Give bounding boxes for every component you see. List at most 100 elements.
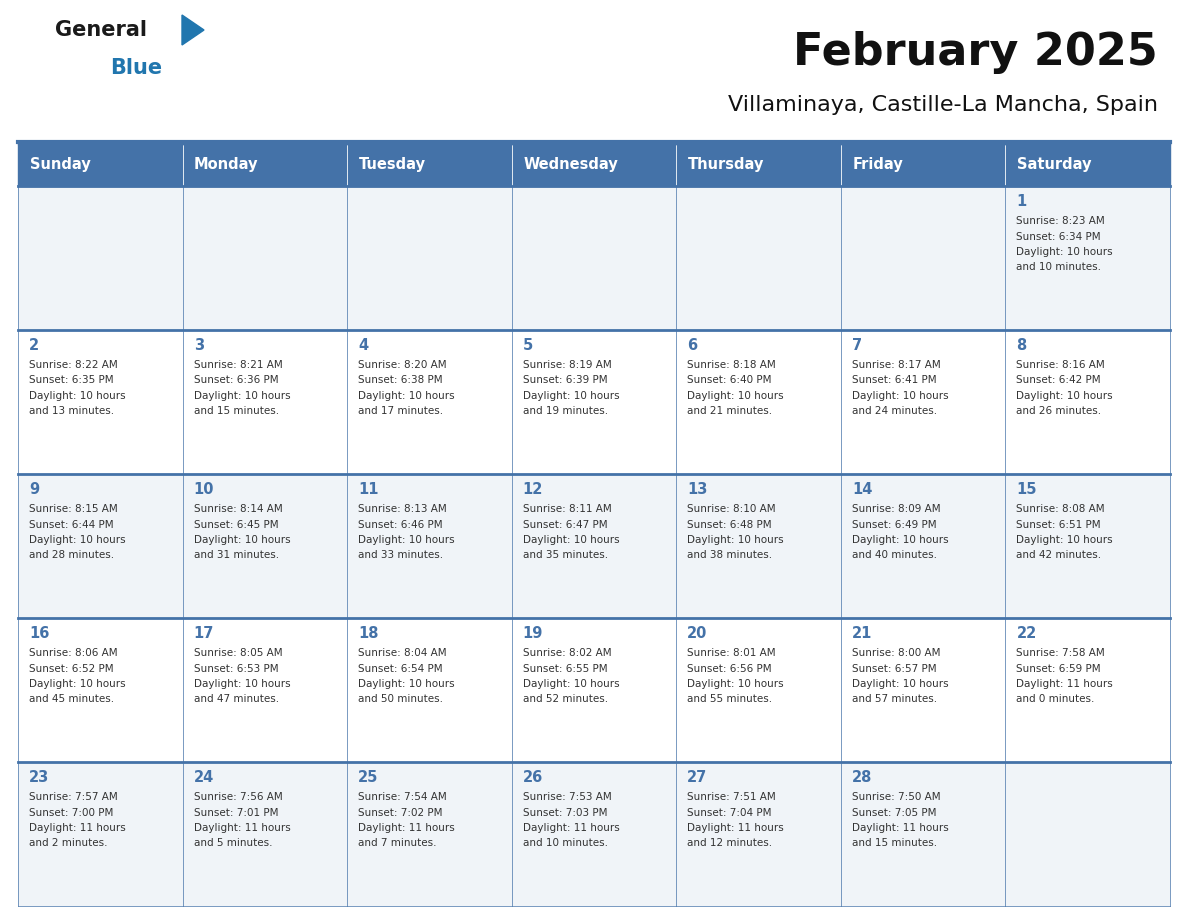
Text: and 31 minutes.: and 31 minutes. xyxy=(194,551,279,561)
Text: Sunrise: 8:01 AM: Sunrise: 8:01 AM xyxy=(688,648,776,658)
Text: and 26 minutes.: and 26 minutes. xyxy=(1017,407,1101,417)
Text: 11: 11 xyxy=(358,482,379,497)
Bar xyxy=(18,618,1170,762)
Text: Sunset: 7:05 PM: Sunset: 7:05 PM xyxy=(852,808,936,818)
Text: Sunrise: 7:57 AM: Sunrise: 7:57 AM xyxy=(29,792,118,802)
Text: Daylight: 10 hours: Daylight: 10 hours xyxy=(1017,535,1113,545)
Text: Monday: Monday xyxy=(194,158,259,173)
Text: Sunrise: 8:08 AM: Sunrise: 8:08 AM xyxy=(1017,504,1105,514)
Text: Daylight: 10 hours: Daylight: 10 hours xyxy=(688,535,784,545)
Text: Daylight: 11 hours: Daylight: 11 hours xyxy=(1017,679,1113,689)
Bar xyxy=(676,144,841,186)
Text: and 45 minutes.: and 45 minutes. xyxy=(29,695,114,704)
Text: Sunrise: 8:11 AM: Sunrise: 8:11 AM xyxy=(523,504,612,514)
Text: Sunrise: 8:20 AM: Sunrise: 8:20 AM xyxy=(358,360,447,370)
Text: Saturday: Saturday xyxy=(1017,158,1092,173)
Text: Daylight: 10 hours: Daylight: 10 hours xyxy=(852,679,948,689)
Text: 15: 15 xyxy=(1017,482,1037,497)
Text: and 38 minutes.: and 38 minutes. xyxy=(688,551,772,561)
Text: Daylight: 10 hours: Daylight: 10 hours xyxy=(688,391,784,401)
Bar xyxy=(18,762,1170,906)
Text: Sunrise: 8:02 AM: Sunrise: 8:02 AM xyxy=(523,648,612,658)
Text: and 24 minutes.: and 24 minutes. xyxy=(852,407,937,417)
Text: Sunset: 7:04 PM: Sunset: 7:04 PM xyxy=(688,808,772,818)
Text: Sunset: 6:51 PM: Sunset: 6:51 PM xyxy=(1017,520,1101,530)
Text: Sunset: 6:52 PM: Sunset: 6:52 PM xyxy=(29,664,114,674)
Text: Sunset: 6:46 PM: Sunset: 6:46 PM xyxy=(358,520,443,530)
Text: General: General xyxy=(55,20,147,40)
Text: Sunset: 6:57 PM: Sunset: 6:57 PM xyxy=(852,664,936,674)
Text: 16: 16 xyxy=(29,626,50,641)
Text: and 2 minutes.: and 2 minutes. xyxy=(29,838,107,848)
Text: 23: 23 xyxy=(29,770,49,785)
Text: Daylight: 10 hours: Daylight: 10 hours xyxy=(358,391,455,401)
Text: Daylight: 11 hours: Daylight: 11 hours xyxy=(688,823,784,833)
Text: Sunrise: 8:09 AM: Sunrise: 8:09 AM xyxy=(852,504,941,514)
Text: 9: 9 xyxy=(29,482,39,497)
Text: 20: 20 xyxy=(688,626,708,641)
Polygon shape xyxy=(182,15,204,45)
Text: and 15 minutes.: and 15 minutes. xyxy=(852,838,937,848)
Text: Daylight: 10 hours: Daylight: 10 hours xyxy=(852,535,948,545)
Text: and 17 minutes.: and 17 minutes. xyxy=(358,407,443,417)
Text: Sunset: 6:38 PM: Sunset: 6:38 PM xyxy=(358,375,443,386)
Text: and 0 minutes.: and 0 minutes. xyxy=(1017,695,1095,704)
Text: Sunset: 6:47 PM: Sunset: 6:47 PM xyxy=(523,520,607,530)
Text: 5: 5 xyxy=(523,338,533,353)
Text: Tuesday: Tuesday xyxy=(359,158,425,173)
Bar xyxy=(347,144,512,186)
Text: and 12 minutes.: and 12 minutes. xyxy=(688,838,772,848)
Text: and 28 minutes.: and 28 minutes. xyxy=(29,551,114,561)
Text: Daylight: 10 hours: Daylight: 10 hours xyxy=(523,535,619,545)
Text: Sunset: 6:59 PM: Sunset: 6:59 PM xyxy=(1017,664,1101,674)
Text: 1: 1 xyxy=(1017,194,1026,209)
Text: Sunset: 6:39 PM: Sunset: 6:39 PM xyxy=(523,375,607,386)
Text: Daylight: 10 hours: Daylight: 10 hours xyxy=(688,679,784,689)
Text: Villaminaya, Castille-La Mancha, Spain: Villaminaya, Castille-La Mancha, Spain xyxy=(728,95,1158,115)
Text: 25: 25 xyxy=(358,770,379,785)
Bar xyxy=(841,144,1005,186)
Text: Thursday: Thursday xyxy=(688,158,764,173)
Text: and 5 minutes.: and 5 minutes. xyxy=(194,838,272,848)
Text: and 57 minutes.: and 57 minutes. xyxy=(852,695,937,704)
Text: Daylight: 10 hours: Daylight: 10 hours xyxy=(523,391,619,401)
Text: Sunset: 6:54 PM: Sunset: 6:54 PM xyxy=(358,664,443,674)
Text: Sunrise: 8:06 AM: Sunrise: 8:06 AM xyxy=(29,648,118,658)
Text: Sunrise: 8:00 AM: Sunrise: 8:00 AM xyxy=(852,648,941,658)
Text: 13: 13 xyxy=(688,482,708,497)
Text: Sunset: 6:41 PM: Sunset: 6:41 PM xyxy=(852,375,936,386)
Text: 19: 19 xyxy=(523,626,543,641)
Text: Sunrise: 8:04 AM: Sunrise: 8:04 AM xyxy=(358,648,447,658)
Text: 7: 7 xyxy=(852,338,862,353)
Text: Sunrise: 8:19 AM: Sunrise: 8:19 AM xyxy=(523,360,612,370)
Text: 6: 6 xyxy=(688,338,697,353)
Text: and 52 minutes.: and 52 minutes. xyxy=(523,695,608,704)
Text: Sunrise: 8:23 AM: Sunrise: 8:23 AM xyxy=(1017,216,1105,226)
Text: 17: 17 xyxy=(194,626,214,641)
Bar xyxy=(512,144,676,186)
Text: Sunset: 6:56 PM: Sunset: 6:56 PM xyxy=(688,664,772,674)
Text: Daylight: 10 hours: Daylight: 10 hours xyxy=(194,391,290,401)
Text: Daylight: 10 hours: Daylight: 10 hours xyxy=(1017,247,1113,257)
Text: 4: 4 xyxy=(358,338,368,353)
Text: Sunrise: 8:21 AM: Sunrise: 8:21 AM xyxy=(194,360,283,370)
Text: Sunrise: 8:13 AM: Sunrise: 8:13 AM xyxy=(358,504,447,514)
Text: Sunset: 6:53 PM: Sunset: 6:53 PM xyxy=(194,664,278,674)
Text: Daylight: 10 hours: Daylight: 10 hours xyxy=(358,535,455,545)
Text: Daylight: 11 hours: Daylight: 11 hours xyxy=(852,823,948,833)
Text: Sunset: 7:03 PM: Sunset: 7:03 PM xyxy=(523,808,607,818)
Text: and 55 minutes.: and 55 minutes. xyxy=(688,695,772,704)
Text: Sunset: 6:45 PM: Sunset: 6:45 PM xyxy=(194,520,278,530)
Text: and 50 minutes.: and 50 minutes. xyxy=(358,695,443,704)
Text: and 15 minutes.: and 15 minutes. xyxy=(194,407,279,417)
Text: Sunset: 6:40 PM: Sunset: 6:40 PM xyxy=(688,375,772,386)
Text: Sunrise: 8:22 AM: Sunrise: 8:22 AM xyxy=(29,360,118,370)
Text: and 47 minutes.: and 47 minutes. xyxy=(194,695,279,704)
Text: Sunrise: 8:16 AM: Sunrise: 8:16 AM xyxy=(1017,360,1105,370)
Text: 18: 18 xyxy=(358,626,379,641)
Text: Sunset: 7:01 PM: Sunset: 7:01 PM xyxy=(194,808,278,818)
Text: 12: 12 xyxy=(523,482,543,497)
Text: Sunrise: 7:51 AM: Sunrise: 7:51 AM xyxy=(688,792,776,802)
Text: Daylight: 11 hours: Daylight: 11 hours xyxy=(194,823,290,833)
Text: Sunrise: 7:50 AM: Sunrise: 7:50 AM xyxy=(852,792,941,802)
